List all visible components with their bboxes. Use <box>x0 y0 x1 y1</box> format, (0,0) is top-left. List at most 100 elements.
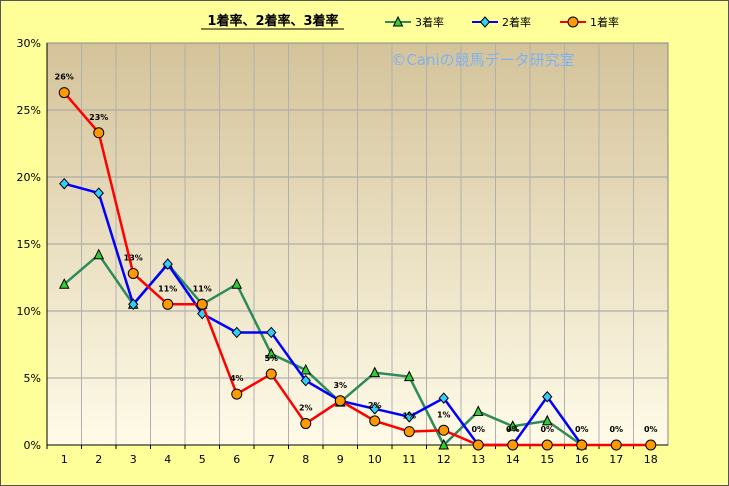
legend-item: 1着率 <box>560 15 619 29</box>
data-point <box>438 424 450 436</box>
data-point <box>507 439 519 451</box>
data-point <box>438 392 449 404</box>
legend-marker <box>392 15 404 27</box>
data-point <box>472 439 484 451</box>
series-layer <box>58 87 657 451</box>
x-tick-label: 16 <box>575 453 589 466</box>
data-label: 3% <box>333 381 347 390</box>
data-point <box>162 298 174 310</box>
data-point <box>576 439 588 451</box>
data-point <box>93 248 105 260</box>
gridlines <box>47 43 668 445</box>
y-tick-label: 25% <box>17 104 41 117</box>
data-label: 5% <box>264 354 278 363</box>
data-point <box>265 368 277 380</box>
data-point <box>507 420 519 431</box>
legend-item: 2着率 <box>472 15 531 29</box>
x-tick-label: 13 <box>471 453 485 466</box>
data-point <box>58 278 70 289</box>
data-label: 11% <box>158 284 177 293</box>
data-point <box>231 326 242 339</box>
data-point <box>404 411 415 423</box>
x-tick-label: 18 <box>644 453 658 466</box>
data-label: 11% <box>193 284 212 293</box>
data-point <box>542 391 553 403</box>
x-tick-label: 9 <box>337 453 344 466</box>
data-point <box>438 438 450 450</box>
legend-label: 1着率 <box>590 15 619 29</box>
legend-item: 3着率 <box>385 15 444 29</box>
data-label: 13% <box>124 253 143 262</box>
data-label: 0% <box>609 425 623 434</box>
data-point <box>403 426 415 438</box>
x-tick-label: 5 <box>199 453 206 466</box>
data-label: 23% <box>89 113 108 122</box>
x-tick-label: 4 <box>164 453 171 466</box>
data-label: 0% <box>575 425 589 434</box>
y-tick-label: 0% <box>24 439 41 452</box>
series-3 <box>58 87 657 451</box>
data-point <box>541 439 553 451</box>
data-labels: 26% 23% 13% 11% 11% 4% 5% 2% 3% 2% 1% 1% 0% 0% 0% 0% 0% 0… <box>55 73 658 434</box>
legend-label: 2着率 <box>502 15 531 29</box>
data-point <box>300 363 312 375</box>
data-point <box>162 258 173 270</box>
data-label: 2% <box>299 404 313 413</box>
data-point <box>93 127 105 139</box>
data-label: 0% <box>471 425 485 434</box>
x-tick-label: 7 <box>268 453 275 466</box>
data-label: 0% <box>644 425 658 434</box>
data-point <box>645 439 657 451</box>
data-point <box>300 374 311 387</box>
data-label: 1% <box>437 410 451 419</box>
data-point <box>300 418 312 430</box>
legend-label: 3着率 <box>415 15 444 29</box>
data-point <box>93 187 104 199</box>
data-point <box>231 388 243 400</box>
x-tick-label: 10 <box>368 453 382 466</box>
data-point <box>610 439 622 451</box>
data-point <box>266 326 277 339</box>
data-point <box>403 370 415 382</box>
x-tick-label: 3 <box>130 453 137 466</box>
data-point <box>265 347 277 359</box>
data-point <box>128 298 139 311</box>
watermark-text: ©Caniの競馬データ研究室 <box>391 51 574 69</box>
series-line <box>63 91 651 447</box>
data-point <box>231 278 243 289</box>
data-point <box>472 405 484 416</box>
legend-marker <box>567 16 579 28</box>
x-tick-label: 14 <box>506 453 520 466</box>
data-label: 0% <box>506 425 520 434</box>
data-point <box>334 395 346 407</box>
y-tick-label: 15% <box>17 238 41 251</box>
x-tick-label: 12 <box>437 453 451 466</box>
data-label: 2% <box>368 401 382 410</box>
x-tick-label: 8 <box>302 453 309 466</box>
chart-title: 1着率、2着率、3着率 <box>207 13 338 29</box>
data-point <box>196 298 208 310</box>
x-tick-label: 15 <box>540 453 554 466</box>
data-label: 1% <box>402 412 416 421</box>
data-point <box>58 87 70 99</box>
legend: 3着率 2着率 1着率 <box>385 15 619 29</box>
y-tick-label: 10% <box>17 305 41 318</box>
y-tick-label: 20% <box>17 171 41 184</box>
y-tick-label: 5% <box>24 372 41 385</box>
x-tick-label: 17 <box>609 453 623 466</box>
data-label: 0% <box>540 425 554 434</box>
data-point <box>369 403 380 415</box>
x-tick-label: 2 <box>95 453 102 466</box>
x-tick-label: 6 <box>233 453 240 466</box>
data-label: 26% <box>55 73 74 82</box>
x-tick-label: 11 <box>402 453 416 466</box>
data-point <box>369 366 381 378</box>
data-point <box>541 414 553 426</box>
data-point <box>369 415 381 427</box>
data-point <box>127 267 139 279</box>
data-point <box>59 177 70 190</box>
y-tick-label: 30% <box>17 37 41 50</box>
x-tick-label: 1 <box>61 453 68 466</box>
